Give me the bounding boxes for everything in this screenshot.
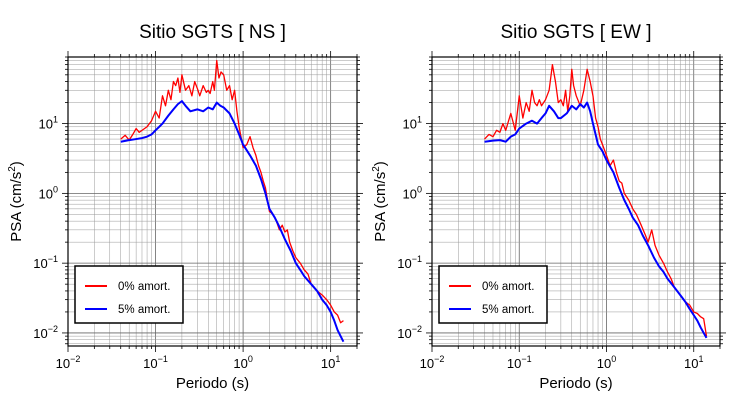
tick-base: 10 [33,326,47,341]
tick-exponent: −1 [48,254,58,264]
tick-base: 10 [507,356,521,371]
plot-frame [62,51,363,352]
tick-base: 10 [33,256,47,271]
plot-frame [426,51,726,352]
legend-box [74,265,184,324]
tick-base: 10 [684,356,698,371]
tick-base: 10 [39,117,53,132]
tick-exponent: −2 [434,354,444,364]
y-label-superscript: 2 [371,166,382,172]
tick-exponent: −2 [48,324,58,334]
tick-exponent: 0 [53,184,58,194]
tick-base: 10 [397,326,411,341]
x-axis-label: Periodo (s) [539,375,612,392]
y-tick-label: 10−2 [33,324,58,341]
legend-label-0-amort: 0% amort. [118,281,170,293]
tick-base: 10 [56,356,70,371]
x-tick-label: 10−2 [56,354,81,371]
tick-exponent: 1 [53,115,58,125]
legend: 0% amort. 5% amort. [74,265,184,324]
tick-base: 10 [597,356,611,371]
tick-exponent: −2 [412,324,422,334]
x-tick-label: 100 [233,354,252,371]
tick-exponent: 1 [335,354,340,364]
legend-box [438,265,548,324]
tick-base: 10 [403,117,417,132]
y-tick-label: 10−2 [397,324,422,341]
y-tick-label: 10−1 [33,254,58,271]
tick-base: 10 [397,256,411,271]
tick-exponent: −1 [521,354,531,364]
y-axis-label: PSA (cm/s2) [7,161,25,242]
tick-base: 10 [403,186,417,201]
plot-border [431,56,721,347]
plot-border [67,56,358,347]
x-tick-label: 101 [321,354,340,371]
tick-exponent: −1 [412,254,422,264]
chart-title: Sitio SGTS [ EW ] [501,22,652,43]
x-tick-label: 101 [684,354,703,371]
tick-base: 10 [420,356,434,371]
legend-label-0-amort: 0% amort. [482,281,534,293]
tick-exponent: 1 [417,115,422,125]
series-line-0-amort [484,63,708,337]
x-axis-label: Periodo (s) [176,375,249,392]
tick-base: 10 [39,186,53,201]
y-tick-label: 101 [39,115,58,132]
y-label-text: PSA (cm/s [8,172,25,242]
y-tick-label: 101 [403,115,422,132]
y-label-superscript: 2 [7,166,18,172]
x-tick-label: 10−1 [143,354,168,371]
tick-exponent: 0 [611,354,616,364]
y-label-text-end: ) [372,161,389,166]
legend-label-5-amort: 5% amort. [118,304,170,316]
x-tick-label: 10−1 [507,354,532,371]
legend-label-5-amort: 5% amort. [482,304,534,316]
legend: 0% amort. 5% amort. [438,265,548,324]
y-label-text: PSA (cm/s [372,172,389,242]
series-line-5-amort [120,100,345,343]
tick-base: 10 [143,356,157,371]
tick-exponent: −2 [70,354,80,364]
x-tick-label: 10−2 [420,354,445,371]
series-line-5-amort [484,101,708,339]
series-line-0-amort [120,59,344,324]
y-tick-label: 100 [403,184,422,201]
tick-exponent: 0 [417,184,422,194]
chart-title: Sitio SGTS [ NS ] [139,22,286,43]
tick-exponent: −1 [158,354,168,364]
tick-exponent: 0 [248,354,253,364]
x-tick-label: 100 [597,354,616,371]
y-tick-label: 10−1 [397,254,422,271]
tick-base: 10 [321,356,335,371]
y-label-text-end: ) [8,161,25,166]
y-axis-label: PSA (cm/s2) [371,161,389,242]
tick-exponent: 1 [698,354,703,364]
tick-base: 10 [233,356,247,371]
y-tick-label: 100 [39,184,58,201]
